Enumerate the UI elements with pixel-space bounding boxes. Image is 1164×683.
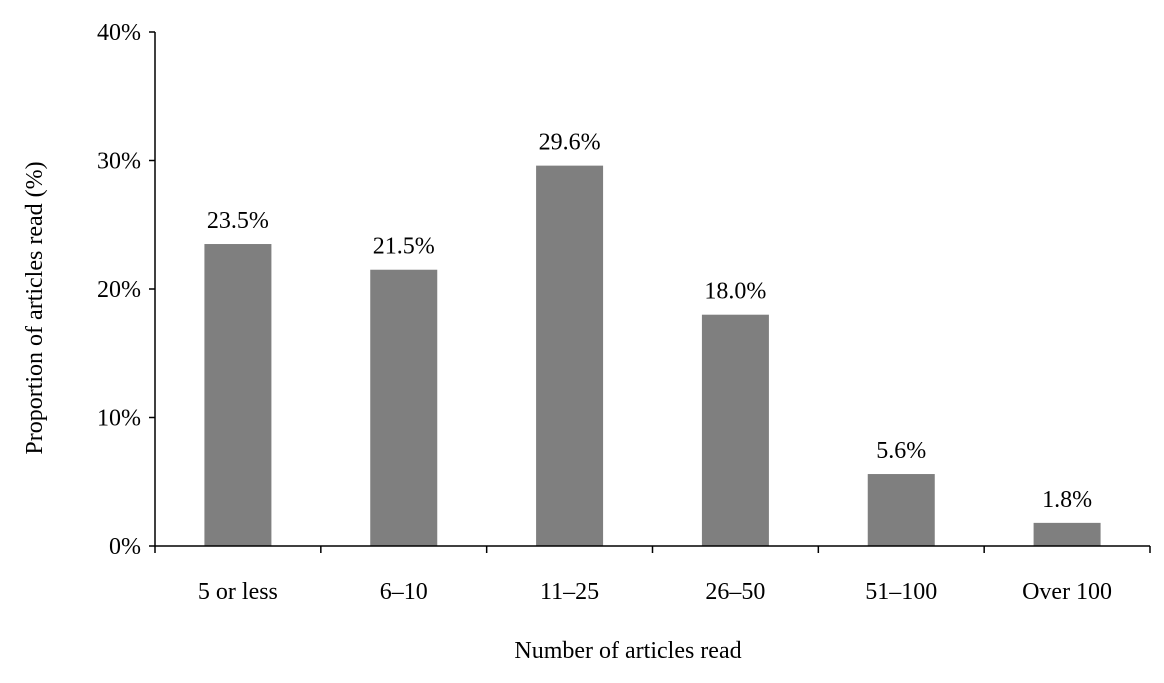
x-tick-label-0: 5 or less [198, 579, 278, 605]
data-label-0: 23.5% [207, 208, 269, 234]
bar-3 [701, 314, 769, 546]
data-label-3: 18.0% [704, 279, 766, 305]
data-label-5: 1.8% [1042, 487, 1092, 513]
bar-0 [204, 244, 272, 546]
axes-layer [149, 31, 1151, 553]
bars-layer [204, 165, 1101, 546]
bar-1 [370, 269, 438, 546]
x-tick-label-3: 26–50 [705, 579, 765, 605]
x-tick-label-1: 6–10 [380, 579, 428, 605]
x-tick-label-4: 51–100 [865, 579, 937, 605]
x-axis-title: Number of articles read [514, 638, 741, 664]
data-label-4: 5.6% [876, 438, 926, 464]
data-label-2: 29.6% [539, 130, 601, 156]
bar-2 [536, 165, 604, 546]
x-tick-label-2: 11–25 [540, 579, 599, 605]
y-tick-label-2: 20% [97, 277, 141, 303]
x-tick-label-5: Over 100 [1022, 579, 1112, 605]
bar-4 [867, 474, 935, 546]
bar-5 [1033, 522, 1101, 546]
y-tick-label-0: 0% [109, 534, 141, 560]
data-label-1: 21.5% [373, 234, 435, 260]
y-axis-title: Proportion of articles read (%) [22, 161, 48, 454]
y-tick-label-4: 40% [97, 20, 141, 46]
y-tick-label-1: 10% [97, 406, 141, 432]
y-tick-label-3: 30% [97, 149, 141, 175]
labels-layer: 23.5% 21.5% 29.6% 18.0% 5.6% 1.8% 0% 10% 20% 30% 4… [97, 20, 1112, 605]
